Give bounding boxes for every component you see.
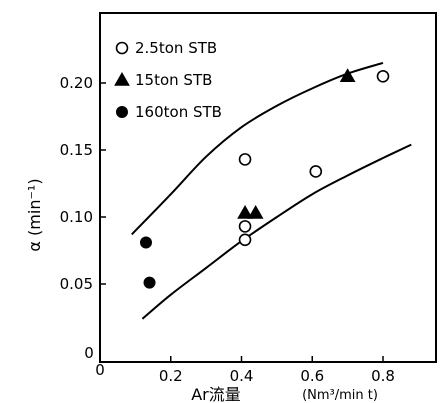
legend-marker [114,71,130,86]
y-tick-label: 0.10 [60,208,93,226]
plot-frame [99,12,437,363]
y-tick-label: 0.20 [60,74,93,92]
data-points [139,68,390,289]
open-circle-point [309,165,323,178]
filled-triangle-point [339,68,356,83]
legend-label: 160ton STB [135,103,222,121]
axis-ticks: 0.2 0.4 0.6 0.8 0.05 0.10 0.15 0.20 00 [60,74,395,385]
trend-curves [131,61,412,320]
y-tick-label: 0.15 [60,141,93,159]
x-tick-label: 0.2 [159,367,183,385]
x-axis-unit: (Nm³/min t) [302,388,378,403]
filled-circle-point [139,236,152,249]
x-axis-label: Ar流量 [191,385,241,403]
axis-labels: α (min⁻¹) Ar流量 (Nm³/min t) [25,178,378,403]
filled-triangle-point [237,204,253,219]
open-circle-point [238,233,252,247]
plot-border [99,12,437,363]
legend-marker [116,106,128,118]
open-circle-point [238,153,252,166]
lower-trend-curve [141,143,412,320]
legend-marker [115,41,129,55]
open-circle-point [238,220,252,233]
y-tick-label: 0.05 [60,275,93,293]
legend: 2.5ton STB 15ton STB 160ton STB [114,39,222,121]
y-origin-label: 0 [84,344,94,362]
y-axis-label: α (min⁻¹) [25,178,44,251]
x-tick-label: 0.4 [230,367,254,385]
legend-label: 15ton STB [135,71,212,89]
x-tick-label: 0.6 [300,367,324,385]
x-tick-label: 0.8 [371,367,395,385]
filled-circle-point [143,276,156,289]
x-origin-label: 0 [95,361,105,379]
legend-label: 2.5ton STB [135,39,217,57]
open-circle-point [376,70,390,83]
filled-triangle-point [247,204,264,219]
